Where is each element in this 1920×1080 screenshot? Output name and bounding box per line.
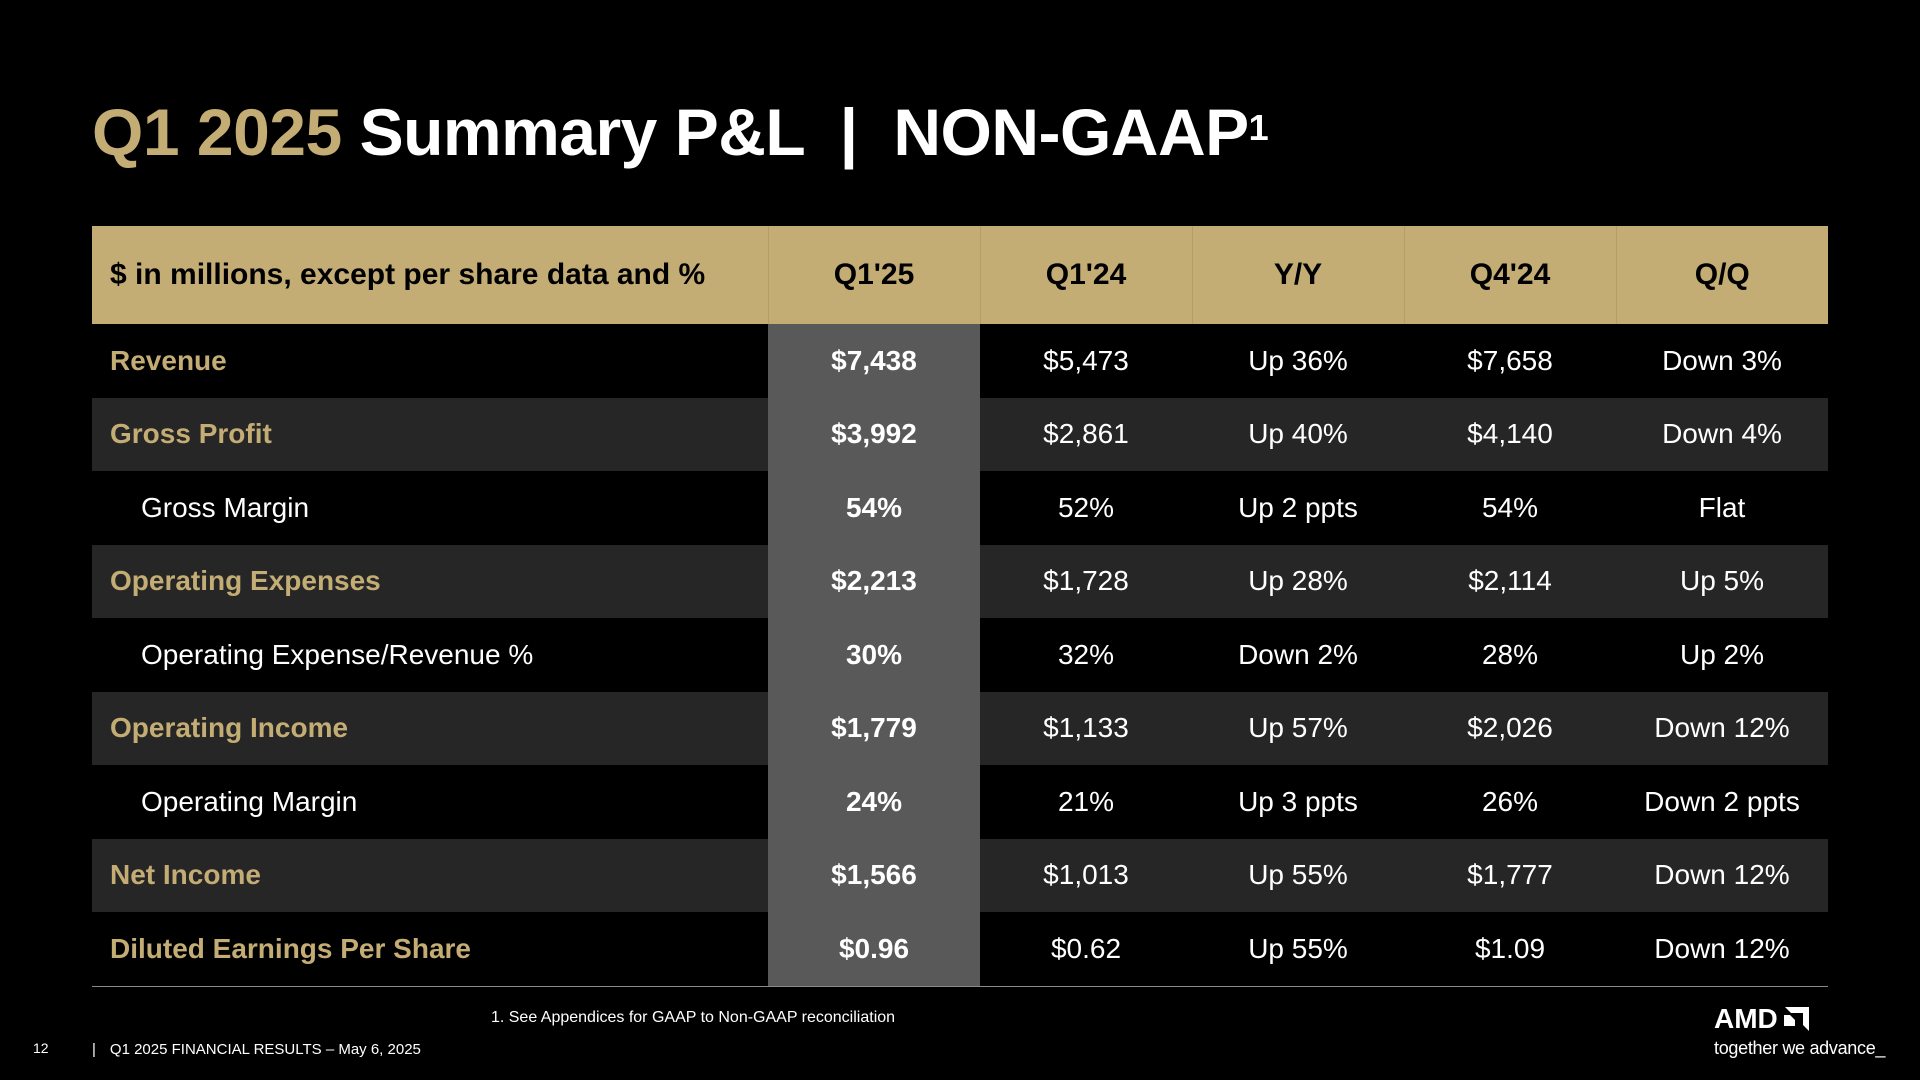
cell-q1-25: $1,779 <box>768 691 980 765</box>
header-q1-24: Q1'24 <box>980 226 1193 324</box>
amd-arrow-icon <box>1783 1007 1809 1031</box>
cell-q1-25: $3,992 <box>768 397 980 471</box>
row-label: Gross Margin <box>92 471 768 545</box>
cell-yy: Up 57% <box>1192 691 1404 765</box>
cell-q4-24: $1,777 <box>1404 838 1616 912</box>
cell-q1-24: $5,473 <box>980 324 1192 398</box>
page-title: Q1 2025 Summary P&L | NON-GAAP1 <box>92 92 1269 172</box>
cell-yy: Up 36% <box>1192 324 1404 398</box>
table-row: Gross Profit $3,992 $2,861 Up 40% $4,140 Down… <box>92 397 1828 471</box>
cell-q4-24: $1.09 <box>1404 912 1616 987</box>
table-row: Net Income $1,566 $1,013 Up 55% $1,777 Down 1… <box>92 838 1828 912</box>
cell-yy: Up 28% <box>1192 544 1404 618</box>
cell-qq: Down 12% <box>1616 912 1828 987</box>
cell-qq: Flat <box>1616 471 1828 545</box>
cell-q1-25: $1,566 <box>768 838 980 912</box>
cell-q1-24: 21% <box>980 765 1192 839</box>
cell-q1-25: 54% <box>768 471 980 545</box>
cell-q4-24: $2,114 <box>1404 544 1616 618</box>
cell-q4-24: $2,026 <box>1404 691 1616 765</box>
header-description: $ in millions, except per share data and… <box>92 226 769 324</box>
cell-q1-25: $7,438 <box>768 324 980 398</box>
cell-yy: Up 55% <box>1192 838 1404 912</box>
header-qq: Q/Q <box>1616 226 1828 324</box>
amd-tagline: together we advance_ <box>1714 1038 1886 1058</box>
cell-qq: Down 3% <box>1616 324 1828 398</box>
cell-qq: Down 12% <box>1616 838 1828 912</box>
cell-q1-24: $1,133 <box>980 691 1192 765</box>
table-row: Gross Margin 54% 52% Up 2 ppts 54% Flat <box>92 471 1828 545</box>
cell-q4-24: 26% <box>1404 765 1616 839</box>
cell-q1-25: $0.96 <box>768 912 980 987</box>
cell-qq: Down 2 ppts <box>1616 765 1828 839</box>
header-q4-24: Q4'24 <box>1404 226 1617 324</box>
amd-wordmark: AMD <box>1714 1003 1778 1034</box>
title-main-text: Summary P&L | NON-GAAP <box>359 95 1250 169</box>
footer-caption: | Q1 2025 FINANCIAL RESULTS – May 6, 2025 <box>92 1041 421 1058</box>
row-label: Gross Profit <box>92 397 768 471</box>
cell-q1-24: 32% <box>980 618 1192 692</box>
header-yy: Y/Y <box>1192 226 1405 324</box>
cell-yy: Up 55% <box>1192 912 1404 987</box>
row-label: Operating Expense/Revenue % <box>92 618 768 692</box>
cell-yy: Up 40% <box>1192 397 1404 471</box>
footnote-text: 1. See Appendices for GAAP to Non-GAAP r… <box>490 1009 896 1026</box>
amd-logo: AMD together we advance_ <box>1714 1004 1904 1059</box>
title-footnote-marker: 1 <box>1248 107 1269 148</box>
footer-separator: | <box>92 1041 96 1058</box>
cell-q1-25: $2,213 <box>768 544 980 618</box>
cell-q4-24: $7,658 <box>1404 324 1616 398</box>
cell-q1-24: $1,013 <box>980 838 1192 912</box>
table-row: Operating Expenses $2,213 $1,728 Up 28% $2,1… <box>92 544 1828 618</box>
table-header-row: $ in millions, except per share data and… <box>92 226 1828 324</box>
row-label: Operating Income <box>92 691 768 765</box>
cell-q1-25: 24% <box>768 765 980 839</box>
table-row: Diluted Earnings Per Share $0.96 $0.62 Up 5… <box>92 912 1828 987</box>
table-row: Revenue $7,438 $5,473 Up 36% $7,658 Down 3% <box>92 324 1828 398</box>
footnote: 1. See Appendices for GAAP to Non-GAAP r… <box>0 1009 1386 1027</box>
cell-yy: Down 2% <box>1192 618 1404 692</box>
page-number: 12 <box>33 1040 49 1056</box>
cell-qq: Up 5% <box>1616 544 1828 618</box>
row-label: Diluted Earnings Per Share <box>92 912 768 987</box>
cell-q1-25: 30% <box>768 618 980 692</box>
cell-q1-24: $1,728 <box>980 544 1192 618</box>
row-label: Net Income <box>92 838 768 912</box>
table-row: Operating Income $1,779 $1,133 Up 57% $2,026… <box>92 691 1828 765</box>
summary-pl-table: $ in millions, except per share data and… <box>92 226 1828 987</box>
cell-qq: Down 12% <box>1616 691 1828 765</box>
footer-text: Q1 2025 FINANCIAL RESULTS – May 6, 2025 <box>109 1041 421 1058</box>
cell-qq: Up 2% <box>1616 618 1828 692</box>
table-row: Operating Margin 24% 21% Up 3 ppts 26% Down 2… <box>92 765 1828 839</box>
cell-q4-24: 28% <box>1404 618 1616 692</box>
title-main: Summary P&L | NON-GAAP1 <box>360 95 1269 169</box>
row-label: Operating Expenses <box>92 544 768 618</box>
table-row: Operating Expense/Revenue % 30% 32% Down 2%… <box>92 618 1828 692</box>
row-label: Operating Margin <box>92 765 768 839</box>
cell-q1-24: $0.62 <box>980 912 1192 987</box>
row-label: Revenue <box>92 324 768 398</box>
cell-q1-24: 52% <box>980 471 1192 545</box>
cell-yy: Up 3 ppts <box>1192 765 1404 839</box>
cell-q1-24: $2,861 <box>980 397 1192 471</box>
cell-yy: Up 2 ppts <box>1192 471 1404 545</box>
cell-q4-24: $4,140 <box>1404 397 1616 471</box>
cell-qq: Down 4% <box>1616 397 1828 471</box>
cell-q4-24: 54% <box>1404 471 1616 545</box>
title-highlight: Q1 2025 <box>92 95 342 169</box>
header-q1-25: Q1'25 <box>768 226 981 324</box>
